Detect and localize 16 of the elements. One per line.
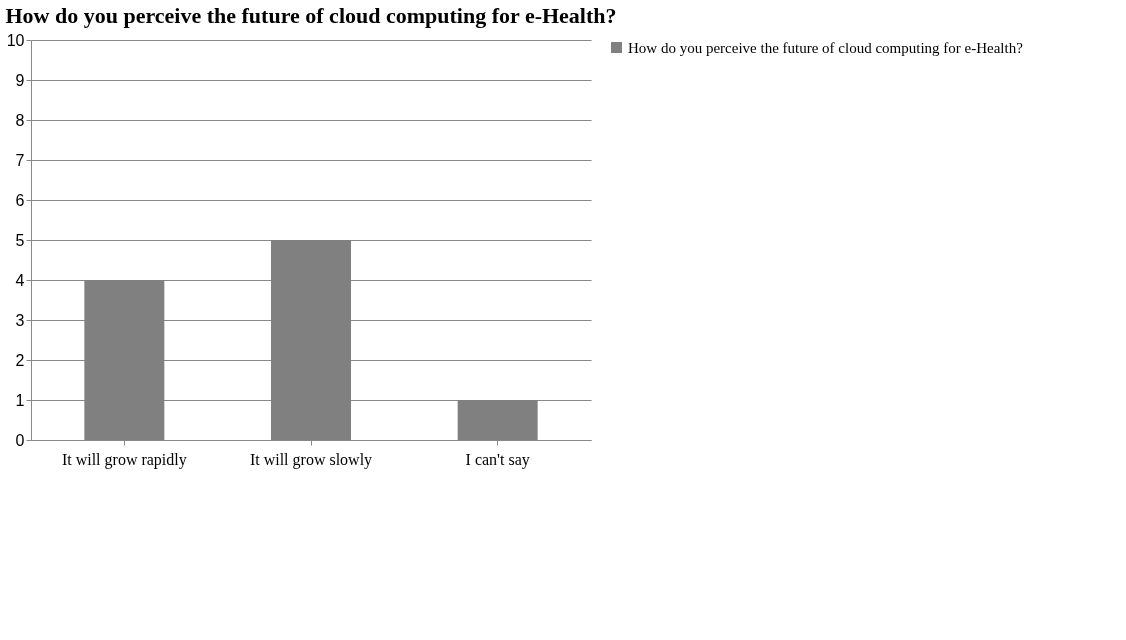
y-tick-label: 6 [15,191,25,209]
x-tick-label: It will grow slowly [249,450,373,469]
legend-label: How do you perceive the future of cloud computing for e-Health? [628,39,1024,56]
y-tick-label: 0 [15,431,25,449]
y-tick-label: 4 [15,271,25,289]
chart-title: How do you perceive the future of cloud computing for e-Health? [5,3,617,28]
y-tick-label: 8 [15,111,25,129]
x-tick-label: It will grow rapidly [61,450,187,469]
y-tick-label: 9 [15,71,25,89]
x-tick-label: I can't say [465,450,530,469]
y-tick-label: 7 [15,151,25,169]
y-tick-label: 1 [15,391,25,409]
y-tick-label: 10 [6,31,25,49]
y-tick-label: 2 [15,351,25,369]
y-tick-label: 5 [15,231,25,249]
y-tick-label: 3 [15,311,25,329]
